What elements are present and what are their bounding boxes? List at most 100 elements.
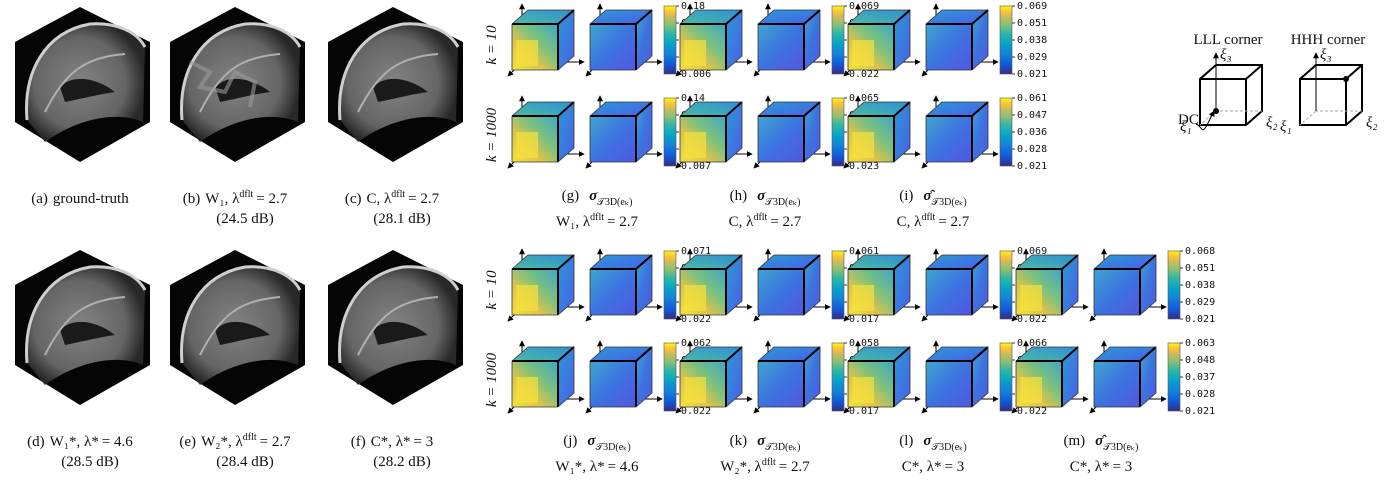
cube-front [590,361,636,407]
panel-method: C*, λ*= 3 [1070,459,1133,475]
colorbar-tick-label: 0.022 [681,406,711,417]
psnr: (28.4 dB) [216,454,274,470]
hot-region [852,40,874,66]
caption-value: = 2.7 [260,434,291,450]
colorbar-tick-label: 0.021 [1185,314,1215,325]
panel-caption: (g)σ𝒯3D(eₖ) [562,188,633,208]
image-caption: (b)W₁, λdflt= 2.7 [183,189,288,207]
colorbar-tick-label: 0.051 [1185,263,1215,274]
psnr: (24.5 dB) [216,211,274,227]
caption-label: (i) [899,188,913,204]
panel-method: C, λdflt= 2.7 [729,212,802,230]
colorbar-tick-label: 0.069 [1017,1,1047,12]
axis-label: ξ₃ [1320,47,1332,63]
panel-method: C, λdflt= 2.7 [897,212,970,230]
hot-region [684,377,706,403]
colorbar-tick-label: 0.038 [1017,35,1047,46]
colorbar-tick-label: 0.017 [849,314,879,325]
caption-value: = 2.7 [256,191,287,207]
axis-label: ξ₁ [1280,119,1292,135]
colorbar [664,343,676,411]
caption-label: (g) [562,188,580,204]
caption-label: (e) [179,434,196,450]
diagram-title: LLL corner [1194,32,1263,48]
colorbar [1000,251,1012,319]
image-caption: (f)C*, λ*= 3 [351,434,434,450]
colorbar-tick-label: 0.047 [1017,110,1047,121]
caption-value: = 2.7 [408,191,439,207]
caption-label: (l) [899,433,913,449]
cube-front [926,361,972,407]
cube-front [590,116,636,162]
method: W₂*, λ [720,459,762,475]
colorbar-tick-label: 0.007 [681,161,711,172]
sigma-sub: 𝒯3D(eₖ) [932,442,967,453]
caption-label: (m) [1063,433,1085,449]
colorbar-tick-label: 0.017 [849,406,879,417]
panel-method: W₁*, λ*= 4.6 [555,459,639,475]
row-label: k = 1000 [484,107,500,162]
hot-region [516,377,538,403]
method-value: = 2.7 [770,214,801,230]
caption-text: C*, λ* [371,434,411,450]
panel-method: W₁, λdflt= 2.7 [556,212,639,230]
hot-region [852,377,874,403]
figure: (a)ground-truth(b)W₁, λdflt= 2.7(24.5 dB… [0,0,1396,485]
panel: 0.0690.0510.0380.0290.0210.0610.0470.036… [844,1,1047,230]
row-label: k = 10 [484,25,500,65]
colorbar [1168,251,1180,319]
caption-sup: dflt [391,189,405,200]
colorbar [1000,6,1012,74]
caption-label: (f) [351,434,366,450]
caption-label: (d) [27,434,45,450]
method-value: = 2.7 [607,214,638,230]
colorbar-tick-label: 0.038 [1185,280,1215,291]
method-sup: dflt [762,457,776,468]
caption-sup: dflt [243,432,257,443]
panel-caption: (h)σ𝒯3D(eₖ) [730,188,801,208]
colorbar-tick-label: 0.028 [1017,144,1047,155]
hot-region [1020,285,1042,311]
caption-text: C, λ [367,191,393,207]
caption-label: (b) [183,191,201,207]
corner-dot [1343,76,1349,82]
axis-label: ξ₃ [1220,47,1232,63]
psnr: (28.2 dB) [373,454,431,470]
method-sup: dflt [590,212,604,223]
cube-front [926,24,972,70]
colorbar-tick-label: 0.021 [1017,69,1047,80]
colorbar [832,98,844,166]
colorbar-tick-label: 0.022 [849,69,879,80]
row-label: k = 1000 [484,352,500,407]
colorbar-tick-label: 0.063 [1185,338,1215,349]
caption-text: W₂*, λ [201,434,243,450]
panel-caption: (k)σ𝒯3D(eₖ) [730,433,801,453]
colorbar [832,251,844,319]
diagram-title: HHH corner [1291,32,1366,48]
hot-region [516,285,538,311]
sigma-sub: 𝒯3D(eₖ) [1103,442,1138,453]
caption-label: (h) [730,188,748,204]
colorbar-tick-label: 0.036 [1017,127,1047,138]
colorbar-tick-label: 0.029 [1017,52,1047,63]
image-caption: (c)C, λdflt= 2.7 [345,189,440,207]
colorbar [832,6,844,74]
axis-label: ξ₂ [1366,115,1378,131]
method: C, λ [897,214,923,230]
colorbar [1000,343,1012,411]
image-caption: (a)ground-truth [31,191,129,207]
colorbar-tick-label: 0.048 [1185,355,1215,366]
cube-front [926,116,972,162]
hot-region [516,132,538,158]
sigma-sub: 𝒯3D(eₖ) [597,197,632,208]
method: C*, λ* [1070,459,1110,475]
hot-region [684,40,706,66]
colorbar-tick-label: 0.023 [849,161,879,172]
sigma-sub: 𝒯3D(eₖ) [596,442,631,453]
colorbar-tick-label: 0.037 [1185,372,1215,383]
colorbar [1168,343,1180,411]
cube-front [590,24,636,70]
method-sup: dflt [753,212,767,223]
cube-front [1094,269,1140,315]
colorbar-tick-label: 0.068 [1185,246,1215,257]
